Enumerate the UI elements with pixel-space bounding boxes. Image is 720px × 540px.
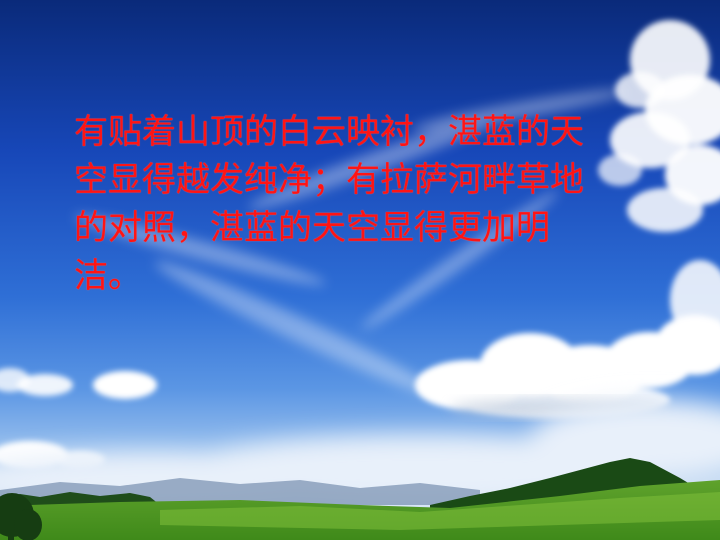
slide-caption: 有贴着山顶的白云映衬，湛蓝的天空显得越发纯净；有拉萨河畔草地的对照，湛蓝的天空显… [74,112,584,296]
cloud-top-right [598,20,720,232]
foreground-tree [0,493,42,540]
wispy-clouds [74,89,629,399]
